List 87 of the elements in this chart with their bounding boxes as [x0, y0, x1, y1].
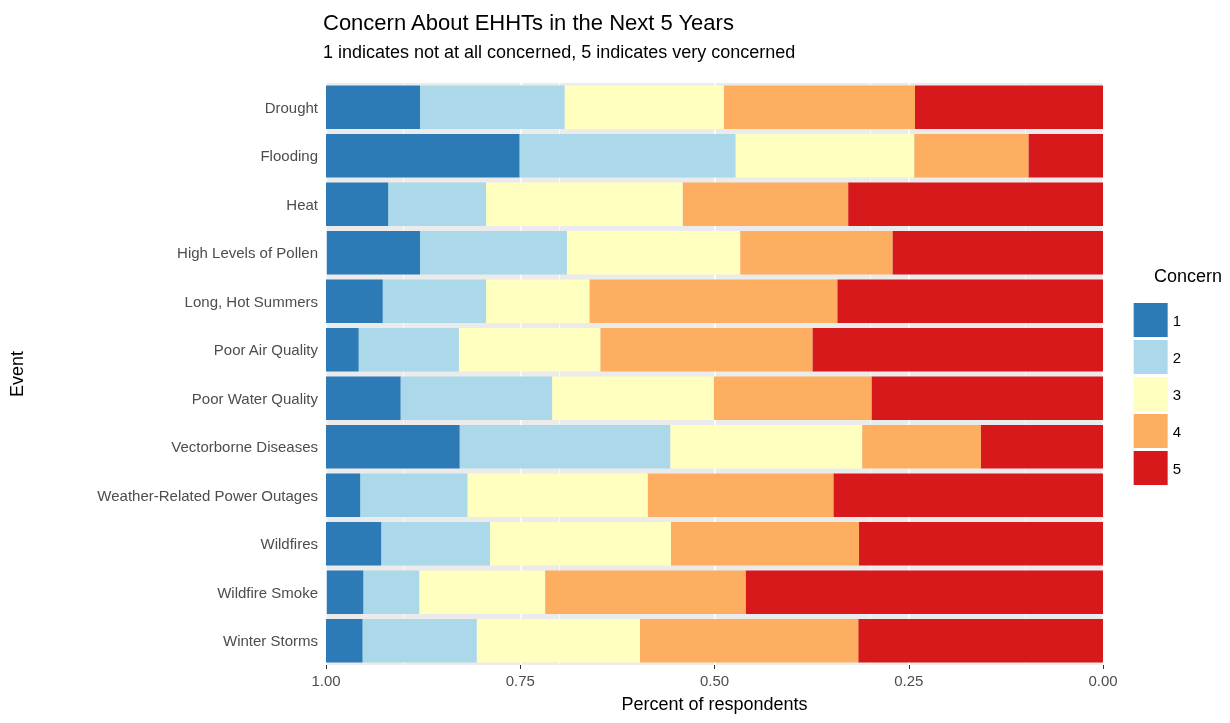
bar: [326, 327, 359, 372]
bar: [358, 327, 459, 372]
bar: [519, 133, 736, 178]
bar: [420, 85, 565, 130]
bar: [723, 85, 915, 130]
bar: [589, 279, 838, 324]
x-tick-label: 0.00: [1088, 672, 1118, 689]
bar: [486, 279, 590, 324]
bar: [382, 279, 487, 324]
y-axis-title: Event: [7, 350, 27, 398]
bar: [848, 182, 1103, 227]
bar: [489, 521, 671, 566]
bar: [837, 279, 1103, 324]
bar: [476, 618, 640, 663]
legend-label: 2: [1172, 348, 1181, 366]
bar: [459, 424, 671, 469]
bar: [467, 473, 648, 518]
bar: [745, 570, 1103, 615]
bar: [363, 570, 420, 615]
bar: [862, 424, 982, 469]
x-tick-label: 0.50: [699, 672, 730, 689]
y-tick-label: Vectorborne Diseases: [171, 438, 318, 456]
bar: [326, 618, 363, 663]
bar: [740, 230, 893, 275]
bar: [564, 85, 724, 130]
y-tick-label: Wildfires: [260, 535, 318, 553]
bar: [420, 230, 567, 275]
bar: [486, 182, 683, 227]
bar: [388, 182, 487, 227]
bar: [545, 570, 746, 615]
bar: [326, 230, 421, 275]
y-tick-label: Heat: [286, 195, 319, 213]
x-axis-title: Percent of respondents: [621, 694, 808, 714]
bar: [566, 230, 741, 275]
y-tick-label: Winter Storms: [222, 632, 318, 650]
bar: [326, 521, 382, 566]
x-tick-label: 1.00: [311, 672, 341, 689]
legend-label: 1: [1172, 311, 1181, 329]
y-tick-label: Poor Water Quality: [191, 389, 319, 407]
bar: [682, 182, 849, 227]
x-tick-label: 0.75: [505, 672, 535, 689]
legend-title: Concern: [1153, 266, 1223, 286]
bar: [400, 376, 553, 421]
bar: [981, 424, 1103, 469]
bar: [362, 618, 477, 663]
bar: [892, 230, 1103, 275]
bar: [647, 473, 834, 518]
bar: [1028, 133, 1103, 178]
bar: [552, 376, 714, 421]
bar: [326, 473, 361, 518]
bar: [713, 376, 872, 421]
bar: [458, 327, 601, 372]
bar: [670, 521, 860, 566]
legend-label: 4: [1172, 422, 1181, 440]
bar: [360, 473, 468, 518]
bar: [419, 570, 546, 615]
bar: [871, 376, 1103, 421]
chart-title: Concern About EHHTs in the Next 5 Years: [323, 9, 734, 35]
y-tick-label: Drought: [264, 98, 319, 116]
bar: [858, 618, 1103, 663]
y-tick-label: Poor Air Quality: [213, 341, 319, 359]
bar: [833, 473, 1103, 518]
chart-subtitle: 1 indicates not at all concerned, 5 indicates very concerned: [323, 42, 796, 62]
y-tick-label: Long, Hot Summers: [184, 292, 318, 310]
legend-label: 5: [1172, 459, 1181, 477]
bar: [381, 521, 490, 566]
bar: [735, 133, 915, 178]
bar: [639, 618, 859, 663]
bar: [859, 521, 1103, 566]
legend-label: 3: [1172, 385, 1181, 403]
bar: [326, 376, 401, 421]
y-tick-label: Wildfire Smoke: [217, 583, 318, 601]
y-tick-label: High Levels of Pollen: [177, 244, 318, 262]
bar: [600, 327, 813, 372]
bar: [812, 327, 1103, 372]
bar: [326, 182, 389, 227]
bar: [326, 279, 383, 324]
bar: [670, 424, 863, 469]
y-tick-label: Weather-Related Power Outages: [97, 486, 318, 504]
y-tick-label: Flooding: [260, 147, 318, 165]
bar: [326, 85, 421, 130]
bar: [914, 85, 1103, 130]
bar: [326, 570, 364, 615]
bar: [914, 133, 1029, 178]
x-tick-label: 0.25: [894, 672, 924, 689]
bar: [326, 133, 520, 178]
bar: [326, 424, 460, 469]
